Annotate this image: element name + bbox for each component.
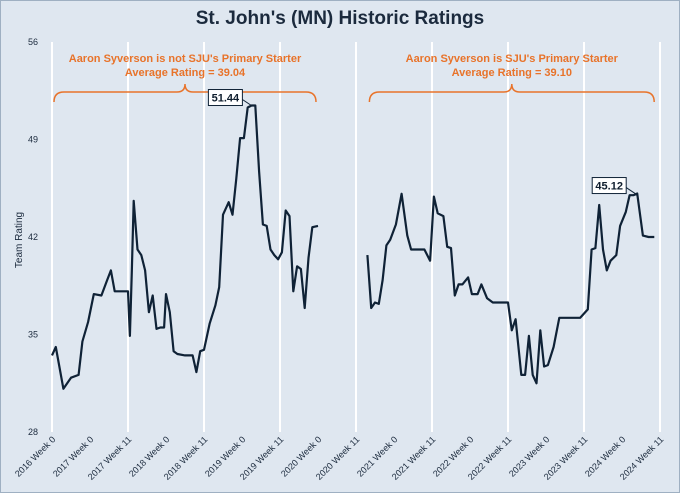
y-axis-ticks: 28 35 42 49 56 — [28, 37, 38, 437]
callout-leader — [625, 187, 636, 194]
grid-lines — [51, 42, 661, 432]
callout-leader — [242, 99, 252, 106]
y-tick-label: 35 — [28, 330, 38, 340]
series-line — [50, 104, 319, 390]
y-tick-label: 49 — [28, 135, 38, 145]
annotation-line1: Aaron Syverson is SJU's Primary Starter — [406, 53, 619, 65]
callout-box — [207, 89, 243, 107]
annotation-brace — [53, 83, 317, 103]
series-line — [366, 192, 655, 385]
y-tick-label: 42 — [28, 232, 38, 242]
annotation-line2: Average Rating = 39.04 — [125, 67, 246, 79]
y-tick-label: 28 — [28, 427, 38, 437]
annotation-brace — [368, 83, 655, 103]
callout-label: 51.44 — [212, 93, 240, 105]
annotation-line2: Average Rating = 39.10 — [452, 67, 572, 79]
y-axis-label: Team Rating — [14, 212, 25, 268]
annotations: Aaron Syverson is not SJU's Primary Star… — [53, 53, 655, 103]
series-lines — [50, 104, 655, 390]
callouts: 51.44 45.12 — [207, 89, 636, 195]
chart-title: St. John's (MN) Historic Ratings — [195, 8, 485, 29]
annotation-line1: Aaron Syverson is not SJU's Primary Star… — [69, 53, 302, 65]
callout-label: 45.12 — [595, 181, 623, 193]
y-tick-label: 56 — [28, 37, 38, 47]
callout-box — [591, 177, 627, 195]
